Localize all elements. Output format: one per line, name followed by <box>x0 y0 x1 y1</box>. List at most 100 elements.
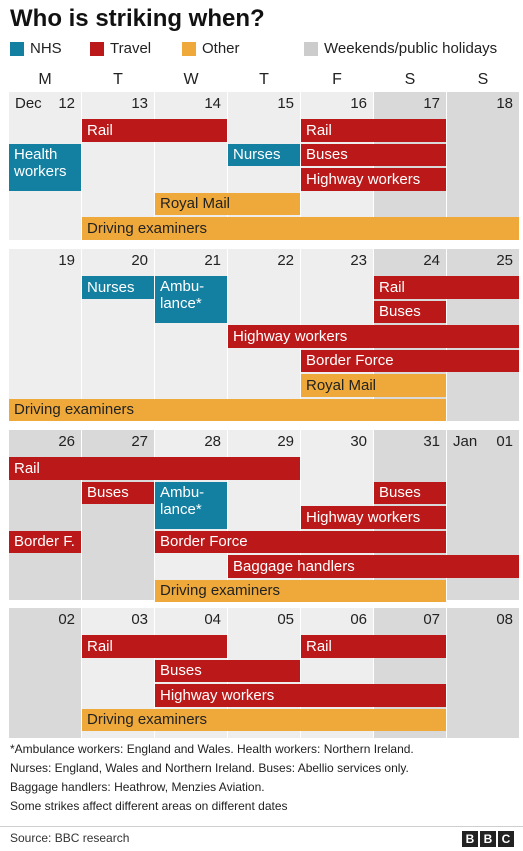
legend-label-nhs: NHS <box>30 40 62 57</box>
day-number: 18 <box>496 95 513 112</box>
strike-bar: Border Force <box>155 530 446 553</box>
day-cell: 15 <box>228 92 300 240</box>
strike-label: Driving examiners <box>14 401 135 419</box>
day-cell: 20 <box>82 249 154 421</box>
day-number: 08 <box>496 611 513 628</box>
strike-label: Rail <box>306 637 332 655</box>
strike-label: Buses <box>306 146 348 164</box>
day-cell: 18 <box>447 92 519 240</box>
strike-label: Highway workers <box>233 327 348 345</box>
strike-label: Royal Mail <box>160 195 231 213</box>
legend-label-travel: Travel <box>110 40 152 57</box>
strike-bar: Highway workers <box>155 684 446 707</box>
day-number: 14 <box>204 95 221 112</box>
day-number: 06 <box>350 611 367 628</box>
day-number: 12 <box>58 95 75 112</box>
strike-bar: Rail <box>82 119 227 142</box>
day-number: 28 <box>204 433 221 450</box>
day-header-fri: F <box>332 71 342 88</box>
day-cell: 17 <box>374 92 446 240</box>
day-number: 29 <box>277 433 294 450</box>
day-number: 01 <box>496 433 513 450</box>
strike-bar: Rail <box>374 276 519 299</box>
day-cell: 19 <box>9 249 81 421</box>
day-header-sun: S <box>477 71 489 88</box>
day-number: 26 <box>58 433 75 450</box>
strike-label: Health workers <box>14 145 67 180</box>
strike-label: Buses <box>87 484 129 502</box>
day-number: 17 <box>423 95 440 112</box>
strike-bar: Buses <box>301 143 446 166</box>
strike-label: Rail <box>87 121 113 139</box>
strike-label: Royal Mail <box>306 376 377 394</box>
strike-calendar: 12 Dec 13 14 15 16 17 18 Rail Rail Health workers N… <box>9 92 519 738</box>
day-number: 07 <box>423 611 440 628</box>
week-block: 12 Dec 13 14 15 16 17 18 Rail Rail Health workers N… <box>9 92 519 240</box>
strike-bar: Buses <box>374 300 446 323</box>
strike-label: Buses <box>379 303 421 321</box>
strike-label: Driving examiners <box>87 219 208 237</box>
strike-bar: Driving examiners <box>9 398 446 421</box>
day-cell: 02 <box>9 608 81 738</box>
strike-bar: Nurses <box>228 143 300 166</box>
legend-item-nhs: NHS <box>10 40 62 57</box>
strike-bar: Rail <box>82 635 227 658</box>
day-number: 25 <box>496 252 513 269</box>
day-number: 13 <box>131 95 148 112</box>
day-cell: 26 <box>9 430 81 600</box>
legend-swatch-nhs <box>10 41 24 56</box>
bbc-logo-letter: B <box>462 831 478 847</box>
day-header-tue: T <box>113 71 123 88</box>
strike-bar: Driving examiners <box>155 579 446 602</box>
strike-bar: Buses <box>82 481 154 504</box>
strike-label: Ambu- lance* <box>160 483 205 518</box>
day-cell: 08 <box>447 608 519 738</box>
strike-bar: Highway workers <box>301 168 446 191</box>
legend-item-holidays: Weekends/public holidays <box>304 40 497 57</box>
day-header-sat: S <box>404 71 416 88</box>
footnote-line: Some strikes affect different areas on d… <box>10 799 288 813</box>
strike-label: Highway workers <box>306 508 421 526</box>
day-number: 15 <box>277 95 294 112</box>
strike-label: Ambu- lance* <box>160 278 205 312</box>
legend-swatch-holidays <box>304 41 318 56</box>
day-number: 19 <box>58 252 75 269</box>
strike-bar: Royal Mail <box>301 374 446 397</box>
day-header-wed: W <box>183 71 199 88</box>
strike-bar: Nurses <box>82 276 154 299</box>
strike-label: Driving examiners <box>160 582 281 600</box>
strike-bar: Buses <box>155 659 300 682</box>
day-number: 16 <box>350 95 367 112</box>
strike-label: Highway workers <box>306 170 421 188</box>
strike-label: Highway workers <box>160 686 275 704</box>
bbc-logo-letter: B <box>480 831 496 847</box>
strike-bar: Health workers <box>9 143 81 191</box>
strike-label: Border F. <box>14 533 75 551</box>
day-number: 21 <box>204 252 221 269</box>
strike-bar: Highway workers <box>228 325 519 348</box>
day-number: 03 <box>131 611 148 628</box>
day-number: 30 <box>350 433 367 450</box>
legend-label-other: Other <box>202 40 240 57</box>
day-number: 22 <box>277 252 294 269</box>
strike-label: Border Force <box>306 352 394 370</box>
day-cell: 16 <box>301 92 373 240</box>
day-cell: 13 <box>82 92 154 240</box>
strike-bar: Baggage handlers <box>228 555 519 578</box>
legend-label-holidays: Weekends/public holidays <box>324 40 498 57</box>
strike-label: Buses <box>160 662 202 680</box>
footer-divider <box>0 826 523 827</box>
day-number: 05 <box>277 611 294 628</box>
month-label: Dec <box>15 95 42 112</box>
strike-bar: Ambu- lance* <box>155 276 227 323</box>
strike-label: Rail <box>87 637 113 655</box>
chart-title: Who is striking when? <box>10 5 265 32</box>
legend-swatch-travel <box>90 41 104 56</box>
strike-label: Driving examiners <box>87 711 208 729</box>
strike-bar: Rail <box>9 457 300 480</box>
source-text: Source: BBC research <box>10 831 130 845</box>
day-number: 24 <box>423 252 440 269</box>
strike-bar: Rail <box>301 119 446 142</box>
day-cell: 14 <box>155 92 227 240</box>
strike-bar: Royal Mail <box>155 192 300 215</box>
